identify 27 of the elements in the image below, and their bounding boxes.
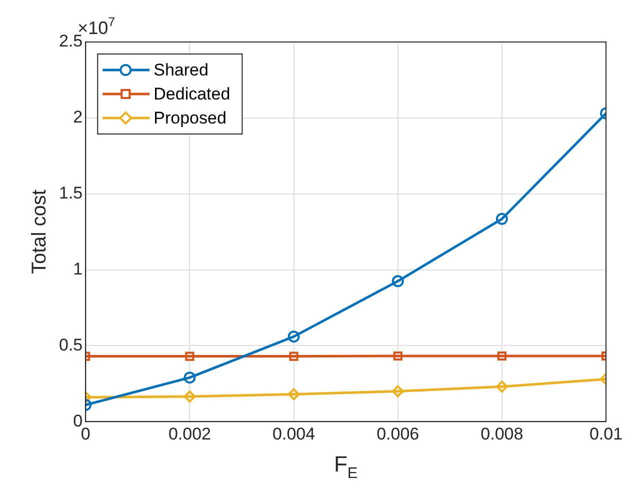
point: [496, 212, 508, 225]
point: [185, 352, 194, 361]
legend-label: Proposed: [154, 108, 226, 128]
legend-label: Dedicated: [154, 84, 230, 104]
legend-label: Shared: [154, 60, 208, 80]
y-tick-label: 1.5: [58, 184, 83, 203]
y-tick-label: 1: [73, 259, 83, 278]
y-tick-label: 2.5: [58, 32, 83, 51]
x-tick-label: 0.002: [168, 424, 211, 444]
point: [392, 275, 404, 288]
point: [393, 351, 402, 361]
point: [496, 380, 508, 393]
y-axis-title: Total cost: [28, 189, 51, 274]
x-tick-label: 0.004: [272, 424, 316, 444]
point: [288, 330, 300, 343]
point: [288, 388, 300, 400]
y-tick-label: 0.5: [58, 335, 83, 354]
x-tick-label: 0.008: [480, 424, 524, 444]
point: [289, 352, 298, 361]
y-tick-label: 2: [73, 108, 83, 127]
y-tick-label: 0: [73, 411, 83, 430]
x-tick-label: 0.006: [376, 424, 420, 444]
point: [392, 385, 404, 398]
x-tick-label: 0.01: [589, 424, 623, 444]
point: [497, 351, 506, 361]
point: [184, 390, 196, 403]
point: [184, 372, 196, 384]
